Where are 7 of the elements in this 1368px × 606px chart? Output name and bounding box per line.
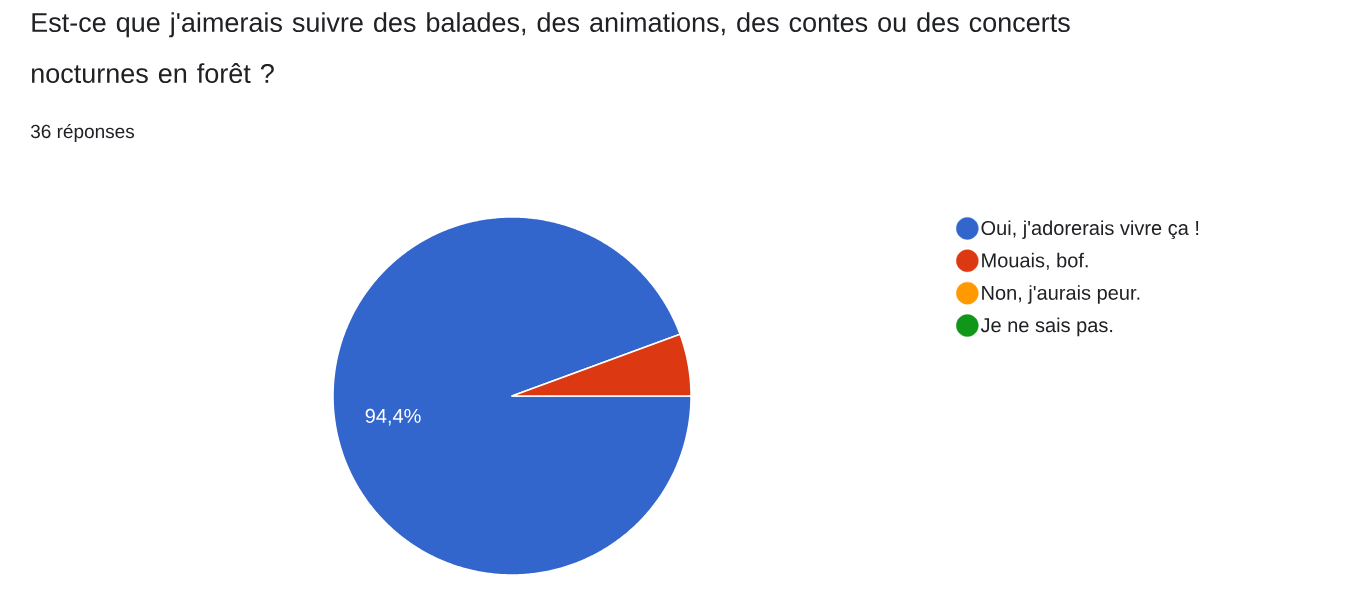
chart-title: Est-ce que j'aimerais suivre des balades, des animations, des contes ou des concerts nocturnes en forêt ? bbox=[32, 12, 1070, 84]
legend-label: Oui, j'adorerais vivre ça ! bbox=[981, 220, 1199, 240]
text: 36 réponses bbox=[30, 124, 135, 142]
data-label: 94,4% bbox=[365, 408, 421, 426]
legend-label: Je ne sais pas. bbox=[980, 317, 1113, 337]
legend-label: Mouais, bof. bbox=[982, 252, 1088, 270]
legend-label: Non, j'aurais peur. bbox=[982, 285, 1140, 304]
